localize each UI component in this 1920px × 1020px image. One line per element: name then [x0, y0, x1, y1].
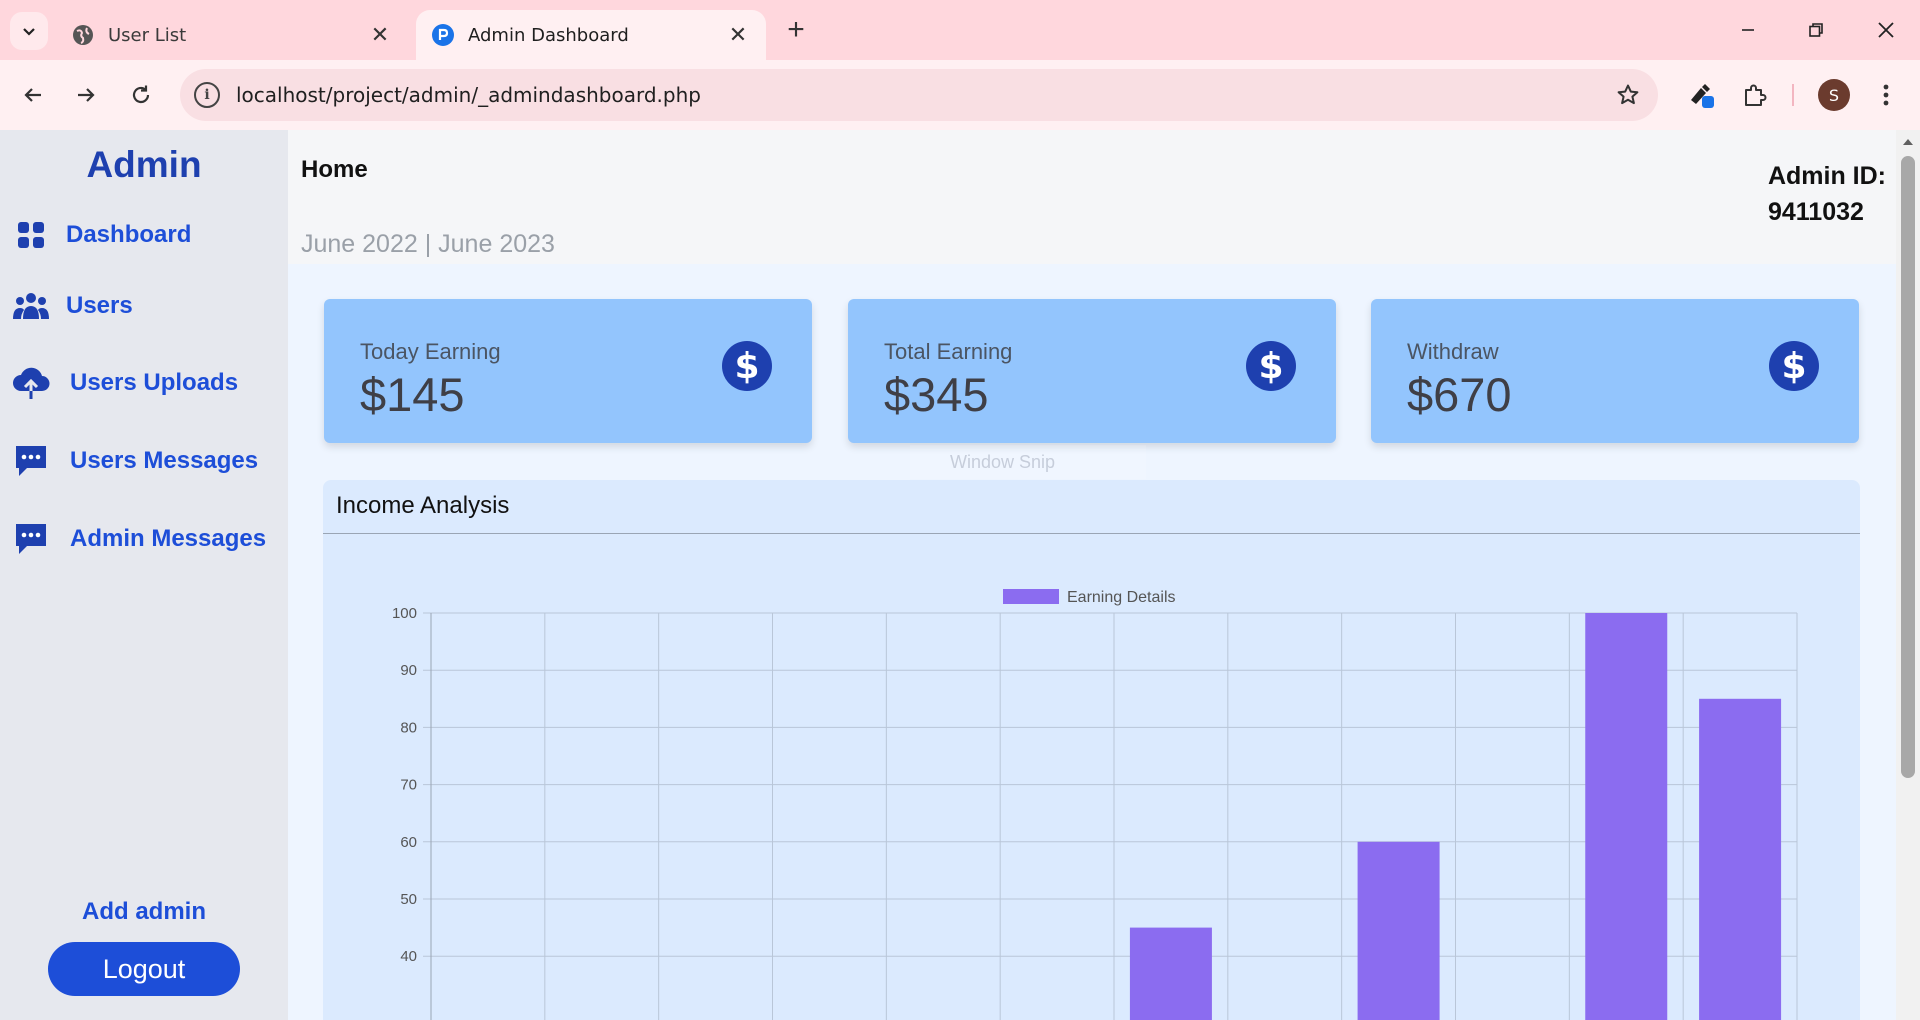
- sidebar-item-admin-messages[interactable]: Admin Messages: [12, 520, 266, 558]
- browser-toolbar: i localhost/project/admin/_admindashboar…: [0, 60, 1920, 130]
- dollar-icon: $: [1769, 341, 1819, 391]
- chart-section-title: Income Analysis: [336, 492, 510, 519]
- browser-tab-bar: User List ✕ Admin Dashboard ✕ +: [0, 0, 1920, 60]
- stat-card-value: $145: [360, 368, 465, 421]
- app-favicon-icon: [432, 24, 454, 46]
- stat-card-label: Withdraw: [1407, 339, 1499, 364]
- y-tick-label: 40: [400, 948, 417, 965]
- sidebar: Admin Dashboard Users Users Uploads User…: [0, 130, 288, 1020]
- sidebar-item-users[interactable]: Users: [12, 287, 133, 325]
- extension-pen-icon[interactable]: [1684, 77, 1720, 113]
- logout-button[interactable]: Logout: [48, 942, 240, 996]
- sidebar-item-users-uploads[interactable]: Users Uploads: [12, 364, 238, 402]
- stat-card-total-earning: Total Earning $345 $: [848, 299, 1336, 443]
- dollar-icon: $: [722, 341, 772, 391]
- toolbar-separator: [1792, 84, 1794, 106]
- more-vertical-icon: [1883, 84, 1889, 106]
- sidebar-item-label: Users Messages: [70, 447, 259, 474]
- minimize-icon: [1742, 29, 1754, 31]
- chart-bar: [1699, 698, 1782, 1020]
- minimize-button[interactable]: [1720, 10, 1776, 50]
- page-content: Admin Dashboard Users Users Uploads User…: [0, 130, 1920, 1020]
- reload-icon: [132, 85, 150, 104]
- sidebar-item-label: Users: [66, 292, 133, 319]
- add-admin-link[interactable]: Add admin: [82, 898, 206, 925]
- close-window-button[interactable]: [1858, 10, 1914, 50]
- sidebar-item-users-messages[interactable]: Users Messages: [12, 442, 258, 480]
- window-snip-overlay: Window Snip: [910, 445, 1146, 479]
- y-tick-label: 100: [392, 605, 417, 622]
- close-tab-icon[interactable]: ✕: [370, 22, 390, 48]
- stat-card-value: $345: [884, 368, 989, 421]
- chart-bar: [1585, 613, 1668, 1020]
- tab-search-button[interactable]: [10, 12, 48, 50]
- site-info-icon[interactable]: i: [194, 82, 220, 108]
- stat-card-label: Total Earning: [884, 339, 1013, 364]
- tab-admin-dashboard[interactable]: Admin Dashboard ✕: [416, 10, 766, 60]
- stat-card-value: $670: [1407, 368, 1512, 421]
- sidebar-item-label: Dashboard: [66, 221, 192, 248]
- page-scrollbar[interactable]: [1896, 130, 1920, 1020]
- scrollbar-thumb[interactable]: [1901, 156, 1915, 778]
- stat-card-label: Today Earning: [360, 339, 501, 364]
- globe-icon: [72, 24, 94, 46]
- extensions-puzzle-icon[interactable]: [1736, 77, 1772, 113]
- sidebar-brand: Admin: [86, 144, 202, 185]
- close-icon: [1878, 22, 1894, 38]
- message-dots-icon: [12, 442, 50, 480]
- sidebar-item-label: Admin Messages: [70, 525, 267, 552]
- more-menu-button[interactable]: [1868, 77, 1904, 113]
- breadcrumb-home: Home: [301, 156, 368, 183]
- arrow-right-icon: [78, 88, 95, 102]
- chart-header: Income Analysis: [323, 480, 1860, 534]
- chart-bar: [1129, 927, 1212, 1020]
- sidebar-item-label: Users Uploads: [70, 369, 239, 396]
- legend-label: Earning Details: [1067, 589, 1176, 606]
- chart-bar: [1357, 841, 1440, 1020]
- income-bar-chart: 100 90 80 70 60 50 40 Earning Details: [392, 589, 1798, 1020]
- dashboard-grid-icon: [12, 216, 50, 254]
- back-button[interactable]: [15, 77, 51, 113]
- profile-avatar[interactable]: S: [1818, 79, 1850, 111]
- admin-id-label: Admin ID:: [1767, 162, 1886, 190]
- close-tab-icon[interactable]: ✕: [728, 22, 748, 48]
- y-tick-label: 70: [400, 777, 417, 794]
- address-url[interactable]: localhost/project/admin/_admindashboard.…: [236, 83, 701, 107]
- admin-id-value: 9411032: [1767, 198, 1864, 226]
- new-tab-button[interactable]: +: [787, 13, 805, 46]
- message-dots-icon: [12, 520, 50, 558]
- y-tick-label: 80: [400, 719, 417, 736]
- stat-card-withdraw: Withdraw $670 $: [1371, 299, 1859, 443]
- bookmark-star-icon[interactable]: [1610, 77, 1646, 113]
- arrow-left-icon: [24, 88, 41, 102]
- stat-card-today-earning: Today Earning $145 $: [324, 299, 812, 443]
- y-tick-label: 60: [400, 834, 417, 851]
- dollar-icon: $: [1246, 341, 1296, 391]
- y-tick-label: 90: [400, 662, 417, 679]
- restore-icon: [1809, 23, 1823, 37]
- chevron-down-icon: [23, 28, 35, 36]
- sidebar-item-dashboard[interactable]: Dashboard: [12, 216, 191, 254]
- restore-button[interactable]: [1788, 10, 1844, 50]
- tab-title: Admin Dashboard: [468, 24, 629, 46]
- reload-button[interactable]: [123, 77, 159, 113]
- date-range: June 2022 | June 2023: [301, 230, 555, 258]
- page-header: Home June 2022 | June 2023 Admin ID: 941…: [288, 130, 1896, 264]
- cloud-upload-icon: [12, 364, 50, 402]
- users-group-icon: [12, 287, 50, 325]
- admin-id: Admin ID: 9411032: [1768, 158, 1886, 230]
- y-tick-label: 50: [400, 891, 417, 908]
- income-analysis-card: Income Analysis 100 90 80 70 60 50 40 Earning D…: [323, 480, 1860, 1020]
- legend-swatch: [1003, 589, 1059, 604]
- forward-button[interactable]: [68, 77, 104, 113]
- scroll-up-arrow-icon[interactable]: [1896, 134, 1920, 150]
- tab-user-list[interactable]: User List ✕: [56, 10, 408, 60]
- address-bar[interactable]: i localhost/project/admin/_admindashboar…: [180, 69, 1658, 121]
- tab-title: User List: [108, 24, 187, 46]
